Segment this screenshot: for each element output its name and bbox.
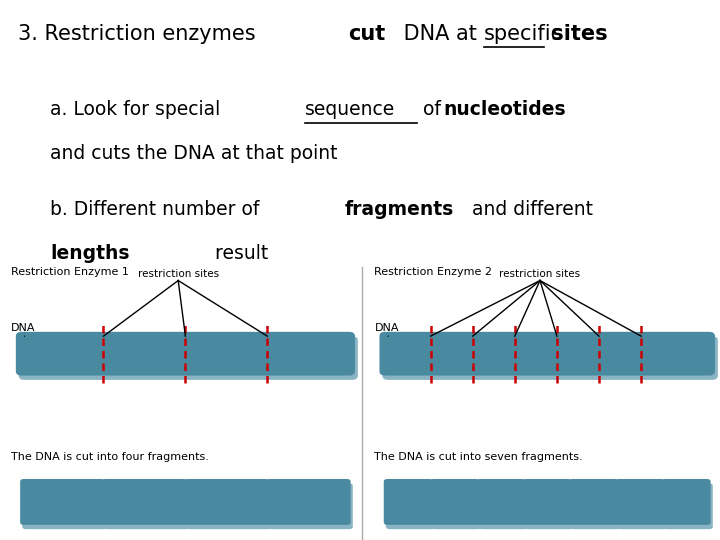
FancyBboxPatch shape xyxy=(102,479,186,525)
Text: 3. Restriction enzymes: 3. Restriction enzymes xyxy=(18,24,262,44)
FancyBboxPatch shape xyxy=(525,483,574,529)
Text: nucleotides: nucleotides xyxy=(443,100,566,119)
Text: lengths: lengths xyxy=(50,244,130,263)
Text: Restriction Enzyme 1: Restriction Enzyme 1 xyxy=(11,267,129,278)
FancyBboxPatch shape xyxy=(266,479,351,525)
FancyBboxPatch shape xyxy=(617,483,667,529)
FancyBboxPatch shape xyxy=(20,479,105,525)
Text: a. Look for special: a. Look for special xyxy=(50,100,227,119)
FancyBboxPatch shape xyxy=(19,336,358,380)
FancyBboxPatch shape xyxy=(379,332,715,376)
Text: and different: and different xyxy=(466,200,593,219)
FancyBboxPatch shape xyxy=(382,336,718,380)
FancyBboxPatch shape xyxy=(22,483,107,529)
FancyBboxPatch shape xyxy=(186,483,271,529)
Text: The DNA is cut into four fragments.: The DNA is cut into four fragments. xyxy=(11,451,209,462)
FancyBboxPatch shape xyxy=(664,483,713,529)
FancyBboxPatch shape xyxy=(571,483,620,529)
Text: fragments: fragments xyxy=(344,200,454,219)
FancyBboxPatch shape xyxy=(184,479,269,525)
Text: b. Different number of: b. Different number of xyxy=(50,200,266,219)
Text: specific: specific xyxy=(485,24,563,44)
FancyBboxPatch shape xyxy=(432,483,482,529)
FancyBboxPatch shape xyxy=(615,479,665,525)
FancyBboxPatch shape xyxy=(569,479,618,525)
Text: sites: sites xyxy=(544,24,608,44)
Text: DNA: DNA xyxy=(374,323,399,333)
Text: restriction sites: restriction sites xyxy=(138,269,219,280)
Text: and cuts the DNA at that point: and cuts the DNA at that point xyxy=(50,144,338,163)
FancyBboxPatch shape xyxy=(268,483,353,529)
Text: Restriction Enzyme 2: Restriction Enzyme 2 xyxy=(374,267,492,278)
Text: The DNA is cut into seven fragments.: The DNA is cut into seven fragments. xyxy=(374,451,583,462)
FancyBboxPatch shape xyxy=(16,332,355,376)
FancyBboxPatch shape xyxy=(523,479,572,525)
Text: restriction sites: restriction sites xyxy=(500,269,580,280)
Text: DNA at: DNA at xyxy=(397,24,484,44)
FancyBboxPatch shape xyxy=(386,483,435,529)
FancyBboxPatch shape xyxy=(479,483,528,529)
FancyBboxPatch shape xyxy=(384,479,433,525)
FancyBboxPatch shape xyxy=(477,479,526,525)
FancyBboxPatch shape xyxy=(430,479,480,525)
Text: of: of xyxy=(417,100,446,119)
Text: DNA: DNA xyxy=(11,323,35,333)
Text: sequence: sequence xyxy=(305,100,395,119)
FancyBboxPatch shape xyxy=(662,479,711,525)
Text: cut: cut xyxy=(348,24,385,44)
Text: result: result xyxy=(209,244,268,263)
FancyBboxPatch shape xyxy=(104,483,189,529)
